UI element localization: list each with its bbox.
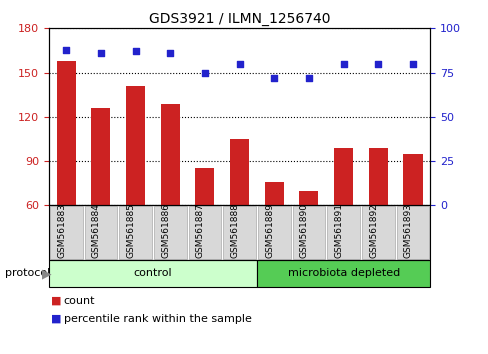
Bar [91, 108, 110, 294]
Text: GSM561885: GSM561885 [126, 204, 135, 258]
Text: GSM561889: GSM561889 [265, 204, 274, 258]
Text: GSM561887: GSM561887 [196, 204, 204, 258]
Point [97, 50, 104, 56]
Text: ▶: ▶ [41, 267, 51, 280]
Bar [264, 182, 283, 294]
Text: GSM561891: GSM561891 [334, 204, 343, 258]
Bar [126, 86, 145, 294]
Bar [333, 148, 352, 294]
Text: GSM561892: GSM561892 [368, 204, 378, 258]
Text: GSM561883: GSM561883 [57, 204, 66, 258]
Bar [161, 104, 180, 294]
Text: protocol: protocol [5, 268, 50, 279]
Point [131, 48, 139, 54]
Text: GSM561890: GSM561890 [299, 204, 308, 258]
Text: GSM561884: GSM561884 [92, 204, 101, 258]
Point [62, 47, 70, 52]
Bar [57, 61, 76, 294]
Text: count: count [63, 296, 95, 306]
Point [166, 50, 174, 56]
Point [408, 61, 416, 67]
Text: control: control [133, 268, 172, 279]
Bar [403, 154, 422, 294]
Point [339, 61, 347, 67]
Title: GDS3921 / ILMN_1256740: GDS3921 / ILMN_1256740 [148, 12, 330, 26]
Point [305, 75, 312, 81]
Text: GSM561888: GSM561888 [230, 204, 239, 258]
Bar [230, 139, 249, 294]
Text: GSM561886: GSM561886 [161, 204, 170, 258]
Point [235, 61, 243, 67]
Bar [195, 169, 214, 294]
Text: ■: ■ [51, 296, 61, 306]
Point [270, 75, 278, 81]
Point [201, 70, 208, 75]
Point [374, 61, 382, 67]
Text: percentile rank within the sample: percentile rank within the sample [63, 314, 251, 324]
Text: ■: ■ [51, 314, 61, 324]
Text: GSM561893: GSM561893 [403, 204, 412, 258]
Text: microbiota depleted: microbiota depleted [287, 268, 399, 279]
Bar [299, 190, 318, 294]
Bar [368, 148, 387, 294]
